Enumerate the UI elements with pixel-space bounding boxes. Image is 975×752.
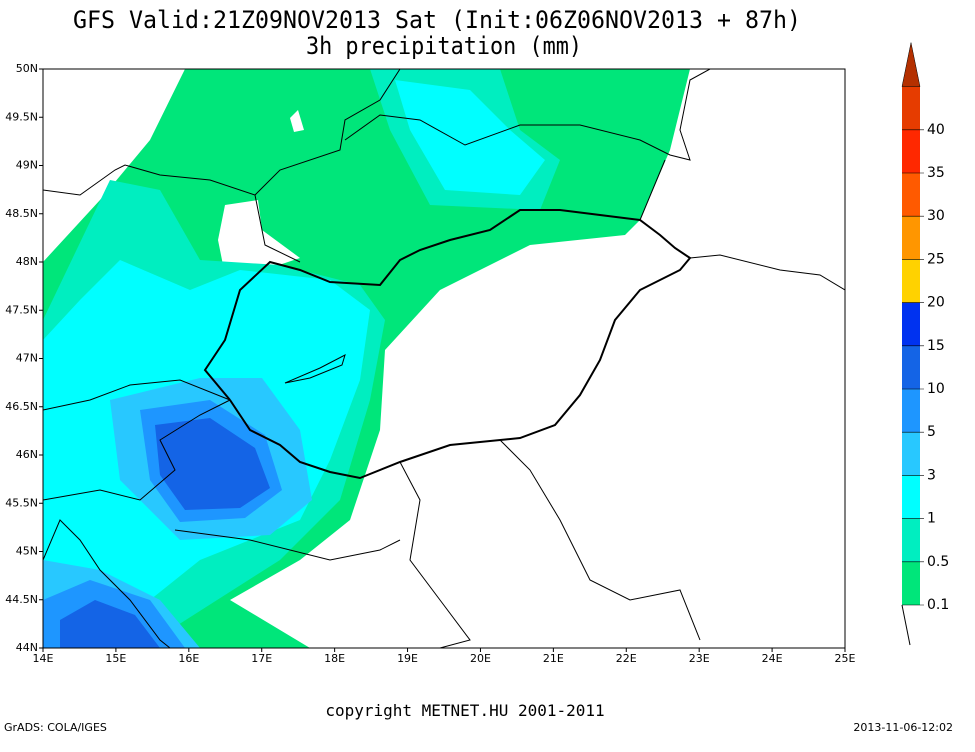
hungary-border: [203, 209, 692, 480]
colorbar-segment: [902, 259, 920, 303]
y-tick-label: 45.5N: [5, 496, 38, 509]
colorbar-label: 35: [927, 165, 945, 181]
map-area: 14E 15E 16E 17E 18E 19E 20E 21E 22E 23E 24E 25E 44N 4…: [5, 62, 855, 665]
colorbar-segment: [902, 475, 920, 519]
colorbar-segment: [902, 389, 920, 433]
country-border: [254, 69, 401, 196]
colorbar-segment: [902, 302, 920, 346]
y-tick-label: 44N: [16, 641, 38, 654]
colorbar-tail: [901, 604, 911, 646]
colorbar-label: 10: [927, 381, 945, 397]
colorbar-label: 0.5: [927, 554, 949, 570]
title: GFS Valid:21Z09NOV2013 Sat (Init:06Z06NO…: [73, 6, 801, 34]
colorbar-segment: [902, 216, 920, 260]
colorbar-label: 20: [927, 295, 945, 311]
lake-balaton: [284, 354, 346, 384]
footer-left: GrADS: COLA/IGES: [4, 721, 107, 734]
x-tick-label: 19E: [397, 652, 418, 665]
x-tick-label: 23E: [689, 652, 710, 665]
x-tick-label: 15E: [105, 652, 126, 665]
footer-right: 2013-11-06-12:02: [853, 721, 953, 734]
colorbar-segment: [902, 173, 920, 217]
y-tick-label: 48.5N: [5, 207, 38, 220]
y-tick-label: 49N: [16, 159, 38, 172]
x-tick-label: 20E: [470, 652, 491, 665]
country-border: [399, 461, 471, 648]
y-tick-label: 50N: [16, 62, 38, 75]
x-tick-label: 17E: [251, 652, 272, 665]
country-border: [344, 69, 711, 161]
x-tick-label: 14E: [33, 652, 54, 665]
y-tick-label: 45N: [16, 545, 38, 558]
colorbar-segment: [902, 432, 920, 476]
precip-hole: [218, 200, 300, 275]
country-border: [43, 164, 301, 263]
y-tick-label: 49.5N: [5, 110, 38, 123]
colorbar-label: 3: [927, 467, 936, 483]
y-tick-label: 46.5N: [5, 400, 38, 413]
precip-10: [155, 418, 270, 510]
precip-1: [395, 80, 545, 195]
axis-ticks: 14E 15E 16E 17E 18E 19E 20E 21E 22E 23E 24E 25E 44N 4…: [5, 62, 855, 665]
country-border: [43, 399, 231, 501]
subtitle: 3h precipitation (mm): [306, 32, 582, 60]
colorbar-segment: [902, 518, 920, 562]
y-tick-label: 44.5N: [5, 593, 38, 606]
colorbar-label: 15: [927, 338, 945, 354]
country-border: [499, 439, 701, 641]
x-tick-label: 22E: [616, 652, 637, 665]
y-tick-label: 46N: [16, 448, 38, 461]
y-tick-label: 48N: [16, 255, 38, 268]
x-tick-label: 16E: [178, 652, 199, 665]
colorbar-label: 30: [927, 208, 945, 224]
x-tick-label: 24E: [762, 652, 783, 665]
colorbar-label: 25: [927, 251, 945, 267]
precip-hole: [290, 110, 304, 132]
country-border: [43, 379, 231, 411]
country-border: [689, 254, 845, 291]
country-border: [174, 529, 401, 561]
colorbar-label: 40: [927, 122, 945, 138]
colorbar-label: 1: [927, 511, 936, 527]
country-border: [639, 159, 666, 221]
y-tick-label: 47.5N: [5, 303, 38, 316]
colorbar-segment: [902, 129, 920, 173]
colorbar-segment: [902, 86, 920, 130]
coastline: [43, 519, 171, 648]
colorbar-label: 0.1: [927, 597, 949, 613]
colorbar-arrow: [901, 42, 921, 87]
x-tick-label: 18E: [324, 652, 345, 665]
colorbar-label: 5: [927, 424, 936, 440]
y-tick-label: 47N: [16, 352, 38, 365]
precip-5: [60, 600, 160, 648]
colorbar-segment: [902, 561, 920, 605]
copyright: copyright METNET.HU 2001-2011: [325, 701, 604, 720]
colorbar-segment: [902, 345, 920, 389]
x-tick-label: 25E: [835, 652, 856, 665]
x-tick-label: 21E: [543, 652, 564, 665]
